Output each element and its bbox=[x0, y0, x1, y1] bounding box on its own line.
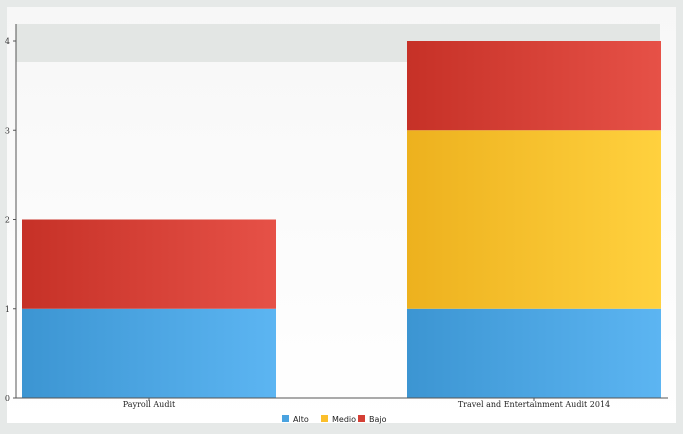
bar-medio-2[interactable] bbox=[407, 130, 661, 309]
legend-label: Medio bbox=[332, 415, 356, 424]
legend-swatch bbox=[282, 415, 289, 422]
x-tick-label: Payroll Audit bbox=[123, 400, 176, 409]
y-tick-label: 1 bbox=[5, 305, 10, 314]
legend-item-bajo[interactable]: Bajo bbox=[358, 415, 387, 424]
bar-bajo-2[interactable] bbox=[407, 41, 661, 131]
bar-alto-1[interactable] bbox=[22, 308, 276, 398]
x-tick-label: Travel and Entertainment Audit 2014 bbox=[458, 400, 610, 409]
y-tick-label: 3 bbox=[5, 126, 10, 135]
legend-swatch bbox=[321, 415, 328, 422]
axes-group bbox=[13, 24, 668, 401]
legend-item-alto[interactable]: Alto bbox=[282, 415, 309, 424]
y-tick-label: 2 bbox=[5, 216, 10, 225]
legend-label: Bajo bbox=[369, 415, 387, 424]
y-tick-label: 4 bbox=[5, 37, 10, 46]
bars-group bbox=[22, 41, 661, 398]
bar-bajo-1[interactable] bbox=[22, 219, 276, 309]
legend: Alto Medio Bajo bbox=[282, 415, 387, 424]
x-tick-labels: Payroll Audit Travel and Entertainment Au… bbox=[123, 400, 610, 409]
legend-item-medio[interactable]: Medio bbox=[321, 415, 356, 424]
legend-label: Alto bbox=[293, 415, 309, 424]
y-tick-label: 0 bbox=[5, 394, 10, 403]
legend-swatch bbox=[358, 415, 365, 422]
y-tick-labels: 0 1 2 3 4 bbox=[5, 37, 10, 403]
bar-alto-2[interactable] bbox=[407, 308, 661, 398]
